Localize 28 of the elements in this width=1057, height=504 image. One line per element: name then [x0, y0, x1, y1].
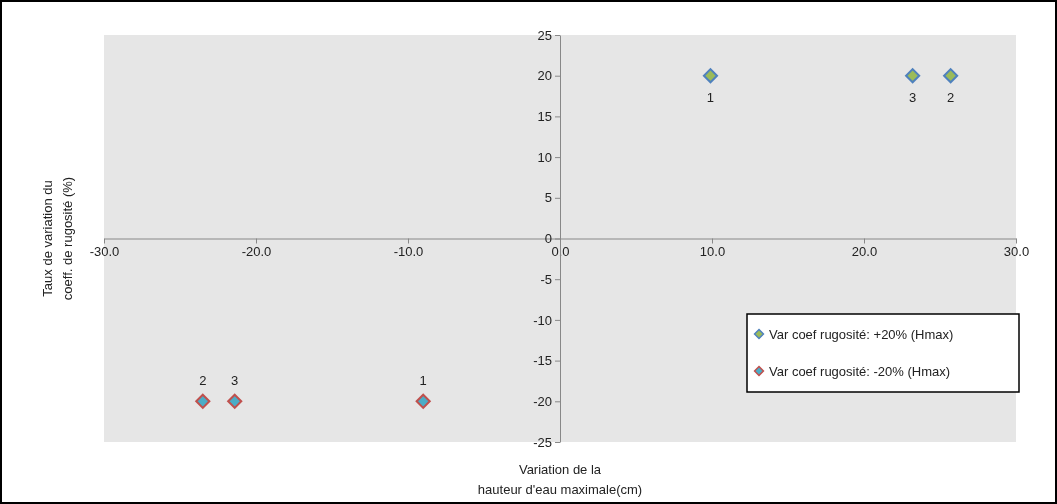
- x-tick-label: 30.0: [1003, 243, 1030, 259]
- y-tick-label: 10: [537, 149, 552, 165]
- y-tick-label: 25: [537, 27, 552, 43]
- x-tick-label: 10.0: [699, 243, 726, 259]
- y-tick-label: -20: [533, 393, 552, 409]
- y-tick-label: 5: [544, 190, 552, 206]
- y-tick-label: -15: [533, 353, 552, 369]
- y-axis-title: Taux de variation du coeff. de rugosité (%): [40, 176, 75, 301]
- y-tick-label: 15: [537, 109, 552, 125]
- y-tick-label: -5: [540, 271, 552, 287]
- x-axis-title: Variation de la hauteur d'eau maximale(cm): [477, 462, 643, 497]
- y-tick-label: 20: [537, 68, 552, 84]
- annotation: 1: [419, 373, 427, 389]
- x-tick-label: 0.0: [551, 243, 570, 259]
- x-tick-label: -10.0: [393, 243, 424, 259]
- y-tick-label: -10: [533, 312, 552, 328]
- annotation: 2: [199, 373, 207, 389]
- annotation: 1: [706, 89, 715, 105]
- y-tick-label: -25: [533, 434, 552, 450]
- annotation: 3: [909, 89, 917, 105]
- annotation: 2: [947, 89, 955, 105]
- legend-label: Var coef rugosité: -20% (Hmax): [769, 364, 951, 379]
- x-tick-label: 20.0: [851, 243, 878, 259]
- x-tick-label: -30.0: [89, 243, 120, 259]
- y-tick-label: 0: [544, 231, 552, 247]
- legend-label: Var coef rugosité: +20% (Hmax): [769, 327, 954, 342]
- x-tick-label: -20.0: [241, 243, 272, 259]
- annotation: 3: [231, 373, 239, 389]
